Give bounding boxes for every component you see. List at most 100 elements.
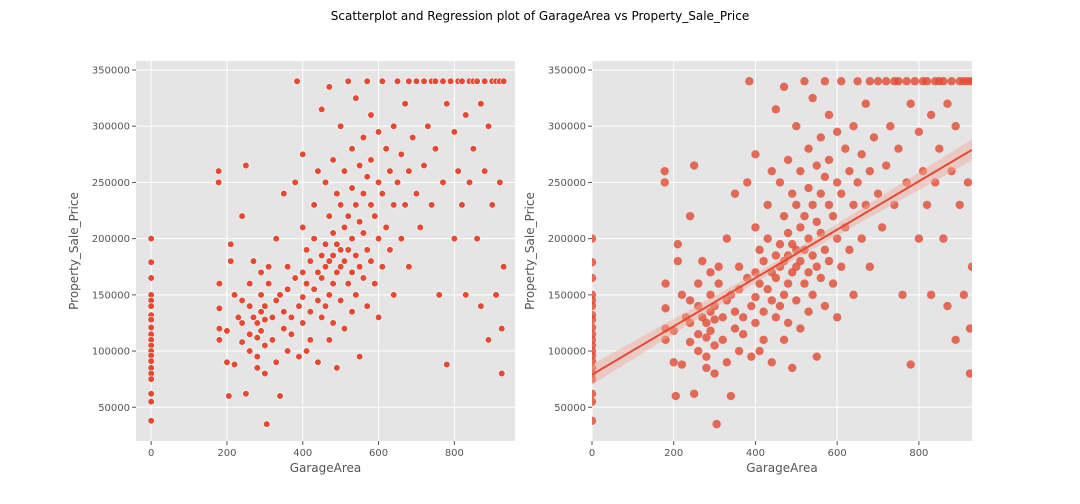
data-point <box>147 302 155 310</box>
data-point <box>337 201 345 209</box>
data-point <box>808 93 817 103</box>
data-point <box>592 416 597 425</box>
data-point <box>272 358 280 366</box>
data-point <box>428 201 436 209</box>
data-point <box>849 200 858 210</box>
data-point <box>694 279 703 288</box>
data-point <box>592 234 597 243</box>
data-point <box>861 99 870 108</box>
data-point <box>147 315 155 324</box>
data-point <box>800 77 809 86</box>
data-point <box>405 77 413 85</box>
data-point <box>592 315 597 324</box>
data-point <box>792 122 801 131</box>
data-point <box>763 285 772 294</box>
data-point <box>738 329 748 339</box>
y-axis-label: Property_Sale_Price <box>523 192 537 310</box>
data-point <box>401 100 409 108</box>
data-point <box>500 263 508 271</box>
data-point <box>333 240 341 248</box>
data-point <box>227 240 235 248</box>
data-point <box>462 111 470 119</box>
data-point <box>481 167 489 175</box>
data-point <box>677 290 687 300</box>
data-point <box>378 77 386 85</box>
plot-area <box>592 61 972 441</box>
data-point <box>443 360 451 369</box>
data-point <box>820 172 830 181</box>
y-tick-label: 50000 <box>98 403 130 414</box>
data-point <box>738 313 748 322</box>
data-point <box>734 262 744 271</box>
data-point <box>832 178 842 187</box>
data-point <box>225 392 233 400</box>
data-point <box>783 318 793 328</box>
data-point <box>837 189 846 198</box>
data-point <box>223 358 231 366</box>
data-point <box>914 127 924 137</box>
data-point <box>367 156 375 164</box>
data-point <box>877 223 887 232</box>
data-point <box>356 353 364 361</box>
data-point <box>382 145 390 153</box>
data-point <box>902 178 911 187</box>
data-point <box>397 235 405 243</box>
data-point <box>910 77 919 86</box>
y-tick-label: 150000 <box>548 290 586 301</box>
data-point <box>340 324 349 333</box>
data-point <box>249 313 258 321</box>
data-point <box>325 257 333 265</box>
data-point <box>390 291 398 299</box>
data-point <box>745 77 754 86</box>
data-point <box>694 346 703 356</box>
y-tick-label: 350000 <box>92 65 130 76</box>
data-point <box>592 273 597 283</box>
data-point <box>751 268 760 277</box>
regression-layer <box>592 77 972 429</box>
data-point <box>302 347 311 355</box>
data-point <box>363 246 371 254</box>
data-point <box>718 313 727 322</box>
data-point <box>299 319 307 327</box>
data-point <box>484 122 493 130</box>
data-point <box>808 251 817 260</box>
data-point <box>371 212 379 220</box>
data-point <box>763 200 772 210</box>
data-point <box>367 111 375 119</box>
data-point <box>215 280 223 288</box>
data-point <box>837 262 846 271</box>
data-point <box>783 279 793 288</box>
data-point <box>722 358 732 367</box>
data-point <box>356 263 364 271</box>
data-point <box>673 240 683 249</box>
data-point <box>302 280 311 288</box>
data-point <box>263 420 271 428</box>
data-point <box>333 268 341 276</box>
data-point <box>344 77 352 85</box>
data-point <box>374 235 383 243</box>
data-point <box>792 296 801 305</box>
data-point <box>420 161 428 170</box>
data-point <box>249 257 258 265</box>
data-point <box>215 336 223 344</box>
data-point <box>458 201 466 209</box>
x-tick-label: 600 <box>369 448 388 459</box>
x-tick-label: 400 <box>746 448 765 459</box>
data-point <box>310 201 318 209</box>
data-point <box>812 352 821 361</box>
x-tick-label: 800 <box>445 448 464 459</box>
data-point <box>661 304 670 313</box>
data-point <box>935 144 944 153</box>
data-point <box>959 290 969 300</box>
data-point <box>669 358 678 367</box>
data-point <box>431 77 440 85</box>
data-point <box>747 301 756 311</box>
data-point <box>743 273 752 283</box>
data-point <box>939 234 948 243</box>
data-point <box>412 77 421 85</box>
data-point <box>253 364 261 372</box>
data-point <box>951 122 960 131</box>
data-point <box>832 127 842 137</box>
data-point <box>147 357 155 365</box>
data-point <box>333 364 341 372</box>
